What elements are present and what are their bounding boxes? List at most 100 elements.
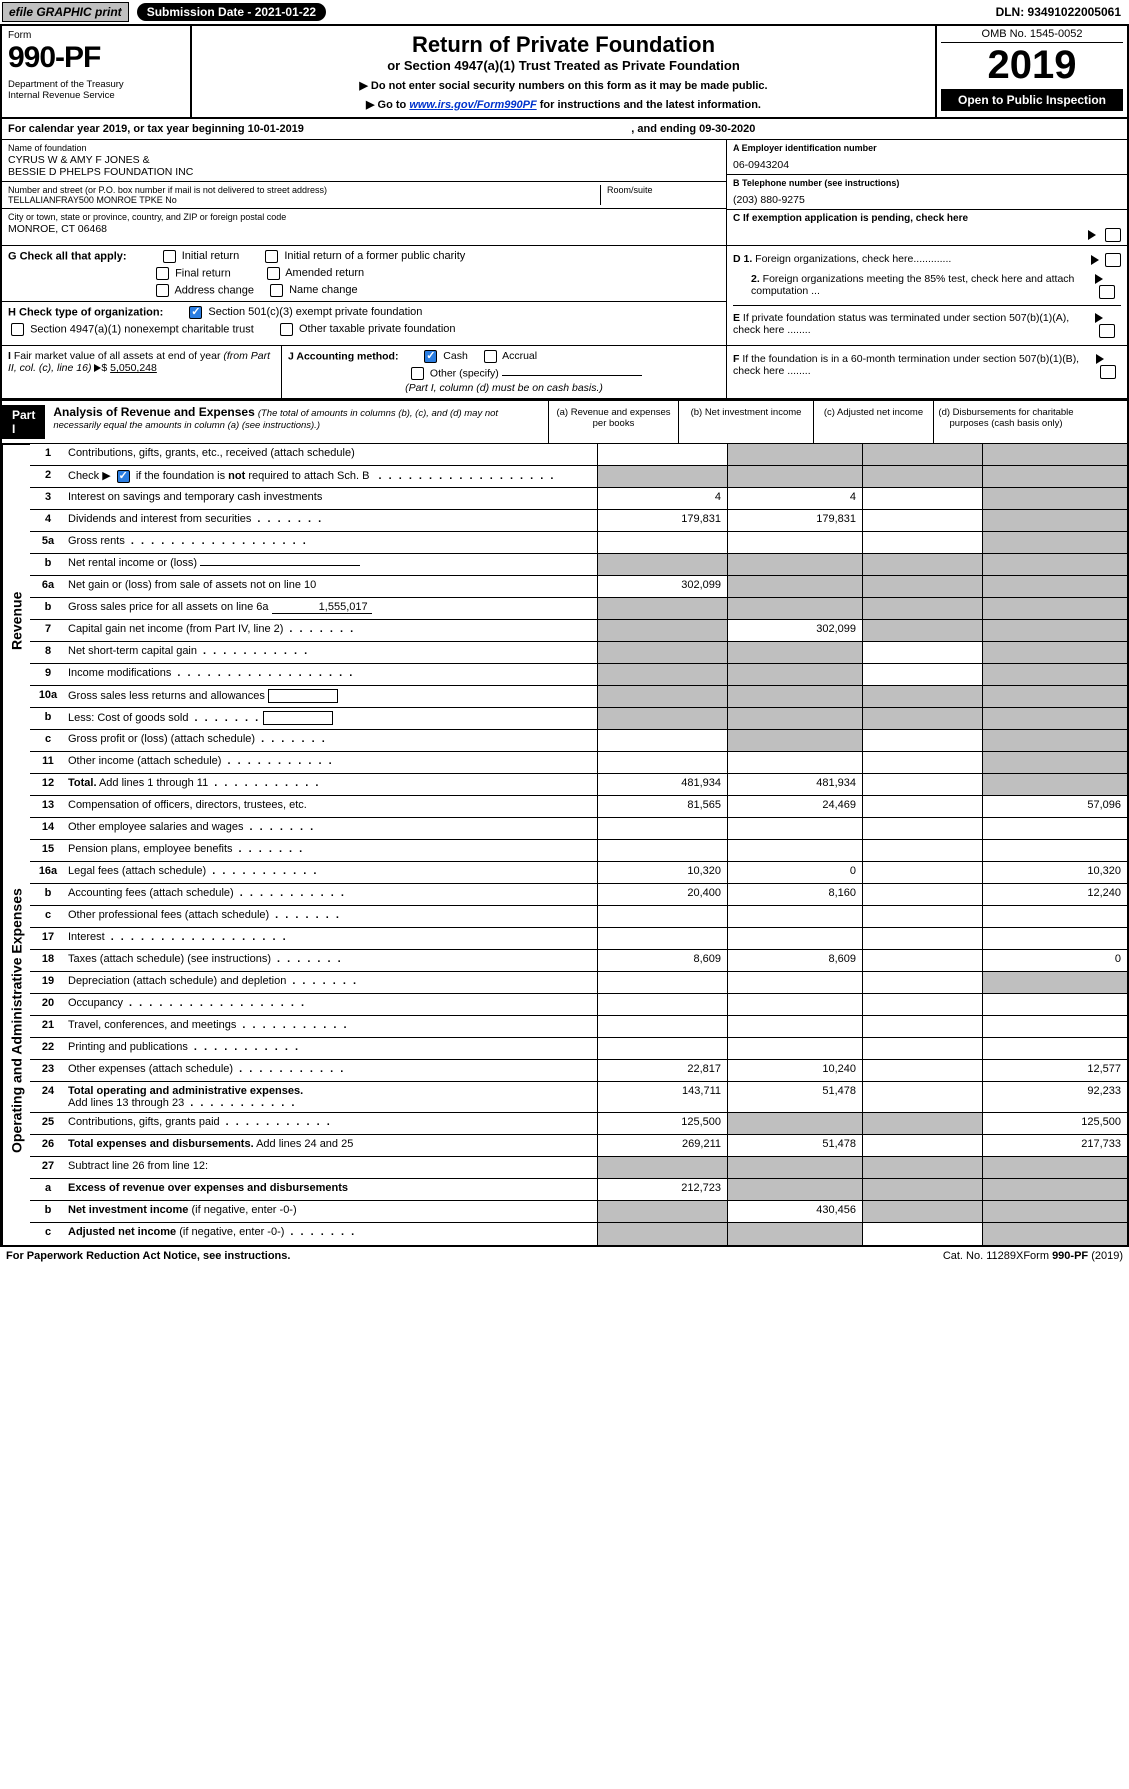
cell-c — [862, 1179, 982, 1200]
initial-return-label: Initial return — [182, 250, 239, 262]
cell-a: 20,400 — [597, 884, 727, 905]
other-method-label: Other (specify) — [430, 367, 499, 379]
amended-return-checkbox[interactable] — [267, 267, 280, 280]
cell-b — [727, 1179, 862, 1200]
row-13: 13 Compensation of officers, directors, … — [30, 796, 1127, 818]
form-year-block: OMB No. 1545-0052 2019 Open to Public In… — [937, 26, 1127, 117]
address-change-checkbox[interactable] — [156, 284, 169, 297]
row-17: 17 Interest — [30, 928, 1127, 950]
row-desc: Interest on savings and temporary cash i… — [66, 488, 597, 509]
cell-c — [862, 774, 982, 795]
j-label: J Accounting method: — [288, 350, 398, 362]
cell-b — [727, 598, 862, 619]
cell-b: 4 — [727, 488, 862, 509]
501c3-checkbox[interactable] — [189, 306, 202, 319]
cell-c — [862, 510, 982, 531]
cell-a: 143,711 — [597, 1082, 727, 1112]
row-num: 20 — [30, 994, 66, 1015]
row-num: 2 — [30, 466, 66, 487]
form-number-block: Form 990-PF Department of the Treasury I… — [2, 26, 192, 117]
row-desc: Subtract line 26 from line 12: — [66, 1157, 597, 1178]
final-return-checkbox[interactable] — [156, 267, 169, 280]
row-desc: Accounting fees (attach schedule) — [66, 884, 597, 905]
accrual-checkbox[interactable] — [484, 350, 497, 363]
cell-a — [597, 752, 727, 773]
row-23: 23 Other expenses (attach schedule) 22,8… — [30, 1060, 1127, 1082]
arrow-icon — [1088, 230, 1096, 240]
cell-a — [597, 928, 727, 949]
row-19: 19 Depreciation (attach schedule) and de… — [30, 972, 1127, 994]
row-desc: Total operating and administrative expen… — [66, 1082, 597, 1112]
name-change-checkbox[interactable] — [270, 284, 283, 297]
row-num: 1 — [30, 444, 66, 465]
footer-left: For Paperwork Reduction Act Notice, see … — [6, 1250, 943, 1262]
submission-date-pill: Submission Date - 2021-01-22 — [137, 3, 326, 21]
cell-a: 212,723 — [597, 1179, 727, 1200]
efile-print-button[interactable]: efile GRAPHIC print — [2, 2, 129, 22]
g-label: G Check all that apply: — [8, 250, 127, 262]
initial-return-checkbox[interactable] — [163, 250, 176, 263]
cell-c — [862, 598, 982, 619]
row-desc: Contributions, gifts, grants, etc., rece… — [66, 444, 597, 465]
row-num: 9 — [30, 664, 66, 685]
cell-a: 8,609 — [597, 950, 727, 971]
cell-d — [982, 488, 1127, 509]
cell-d — [982, 752, 1127, 773]
arrow-icon — [94, 364, 101, 372]
d1-checkbox[interactable] — [1105, 253, 1121, 267]
form-title-block: Return of Private Foundation or Section … — [192, 26, 937, 117]
cell-b — [727, 554, 862, 575]
row-27c: c Adjusted net income (if negative, ente… — [30, 1223, 1127, 1245]
cell-b — [727, 1157, 862, 1178]
d2-checkbox[interactable] — [1099, 285, 1115, 299]
cell-d — [982, 554, 1127, 575]
rental-income-input[interactable] — [200, 565, 360, 566]
row-num: 22 — [30, 1038, 66, 1059]
form-number: 990-PF — [8, 41, 184, 75]
row-desc: Gross rents — [66, 532, 597, 553]
row-5a: 5a Gross rents — [30, 532, 1127, 554]
c-checkbox[interactable] — [1105, 228, 1121, 242]
cash-label: Cash — [443, 350, 468, 362]
irs-link[interactable]: www.irs.gov/Form990PF — [409, 99, 536, 111]
i-cell: I Fair market value of all assets at end… — [2, 346, 282, 398]
fmv-value: 5,050,248 — [110, 362, 157, 374]
cash-checkbox[interactable] — [424, 350, 437, 363]
sch-b-checkbox[interactable] — [117, 470, 130, 483]
cell-b — [727, 444, 862, 465]
cell-b — [727, 576, 862, 597]
other-method-checkbox[interactable] — [411, 367, 424, 380]
row-num: 6a — [30, 576, 66, 597]
final-return-label: Final return — [175, 267, 231, 279]
cell-d — [982, 928, 1127, 949]
cell-a — [597, 444, 727, 465]
cell-d: 12,577 — [982, 1060, 1127, 1081]
row-desc: Total. Add lines 1 through 11 — [66, 774, 597, 795]
cell-d — [982, 686, 1127, 707]
top-bar: efile GRAPHIC print Submission Date - 20… — [0, 0, 1129, 24]
cal-end: , and ending 09-30-2020 — [631, 123, 755, 135]
other-taxable-checkbox[interactable] — [280, 323, 293, 336]
j-note: (Part I, column (d) must be on cash basi… — [288, 382, 720, 394]
d2-label: 2. Foreign organizations meeting the 85%… — [751, 273, 1095, 297]
f-checkbox[interactable] — [1100, 365, 1116, 379]
cell-a — [597, 686, 727, 707]
note2-pre: ▶ Go to — [366, 99, 409, 111]
gross-sales-less-input[interactable] — [268, 689, 338, 703]
other-specify-input[interactable] — [502, 375, 642, 376]
cell-b — [727, 664, 862, 685]
cell-a: 179,831 — [597, 510, 727, 531]
row-num: 26 — [30, 1135, 66, 1156]
4947-checkbox[interactable] — [11, 323, 24, 336]
cell-a — [597, 1016, 727, 1037]
row-num: 16a — [30, 862, 66, 883]
initial-former-checkbox[interactable] — [265, 250, 278, 263]
e-checkbox[interactable] — [1099, 324, 1115, 338]
cell-d — [982, 642, 1127, 663]
cogs-input[interactable] — [263, 711, 333, 725]
row-8: 8 Net short-term capital gain — [30, 642, 1127, 664]
row-desc: Dividends and interest from securities — [66, 510, 597, 531]
cell-a — [597, 620, 727, 641]
cell-c — [862, 1223, 982, 1245]
cell-b — [727, 928, 862, 949]
